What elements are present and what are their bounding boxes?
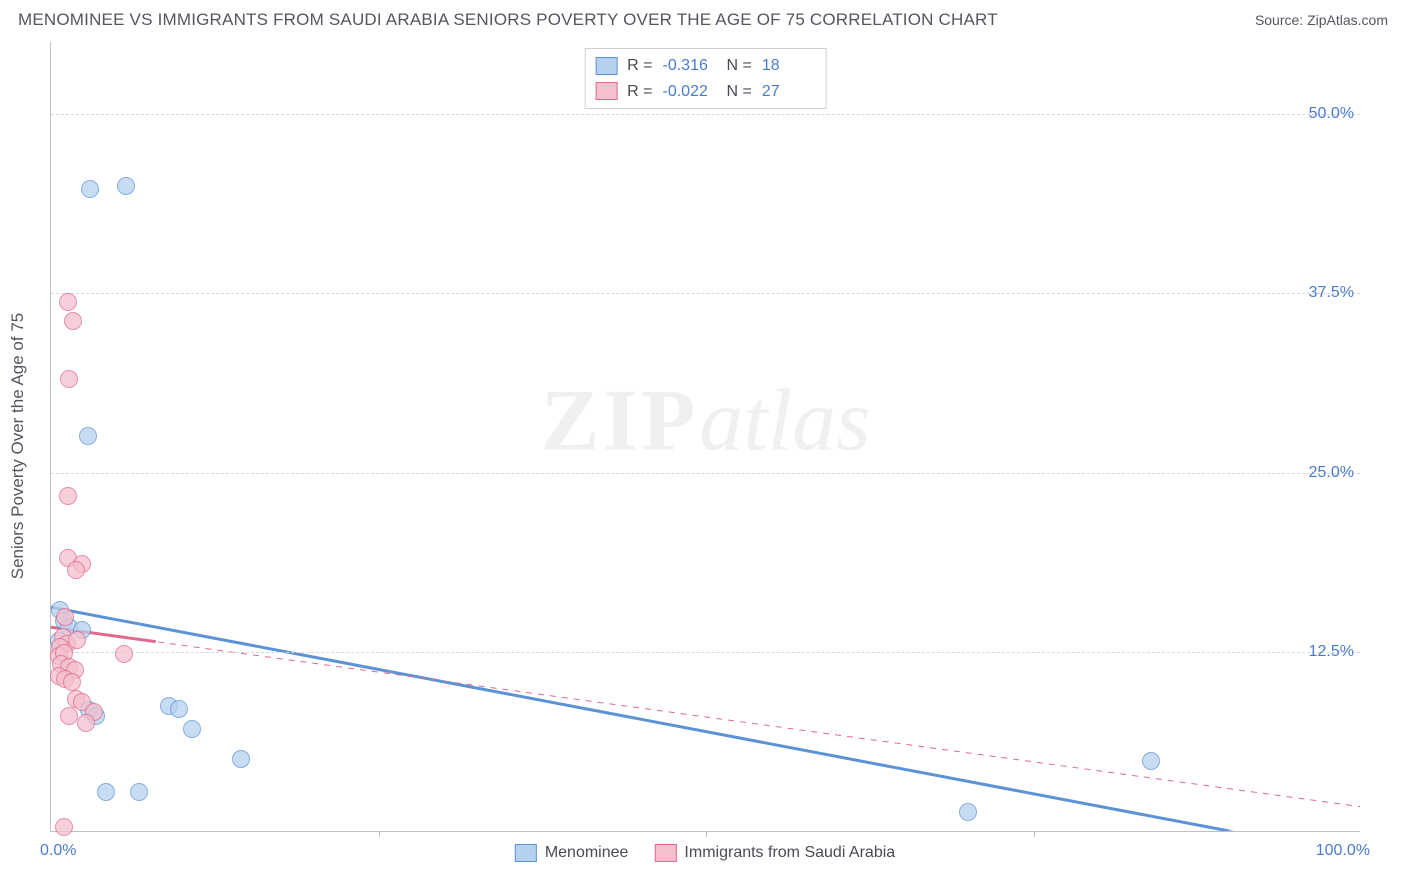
scatter-point [117, 177, 135, 195]
scatter-point [81, 180, 99, 198]
trend-line-dashed [51, 627, 1360, 806]
legend-swatch-bottom-1 [654, 844, 676, 862]
y-axis-tick-label: 37.5% [1284, 284, 1354, 302]
legend-swatch-1 [595, 82, 617, 100]
scatter-point [183, 720, 201, 738]
legend-item-0: Menominee [515, 844, 629, 862]
r-value-0: -0.316 [663, 53, 717, 79]
scatter-point [959, 803, 977, 821]
trend-lines [51, 42, 1360, 831]
scatter-point [97, 783, 115, 801]
chart-title: MENOMINEE VS IMMIGRANTS FROM SAUDI ARABI… [18, 10, 998, 30]
scatter-point [59, 487, 77, 505]
x-axis-minor-tick [1034, 831, 1035, 837]
r-label: R = [627, 53, 652, 79]
scatter-point [60, 707, 78, 725]
legend-swatch-0 [595, 57, 617, 75]
source-attribution: Source: ZipAtlas.com [1255, 12, 1388, 28]
n-value-1: 27 [762, 79, 816, 105]
legend-row-series-1: R = -0.022 N = 27 [595, 79, 816, 105]
gridline [51, 473, 1360, 474]
r-label: R = [627, 79, 652, 105]
gridline [51, 114, 1360, 115]
scatter-point [59, 293, 77, 311]
scatter-point [77, 714, 95, 732]
x-axis-tick-max: 100.0% [1316, 842, 1370, 860]
scatter-point [56, 608, 74, 626]
gridline [51, 293, 1360, 294]
x-axis-minor-tick [379, 831, 380, 837]
y-axis-tick-label: 50.0% [1284, 105, 1354, 123]
y-axis-tick-label: 25.0% [1284, 464, 1354, 482]
trend-line-dashed [51, 607, 1360, 831]
scatter-point [63, 673, 81, 691]
watermark: ZIPatlas [541, 370, 871, 471]
x-axis-tick-min: 0.0% [40, 842, 76, 860]
legend-row-series-0: R = -0.316 N = 18 [595, 53, 816, 79]
series-legend: Menominee Immigrants from Saudi Arabia [515, 844, 895, 862]
legend-label-1: Immigrants from Saudi Arabia [684, 844, 895, 862]
scatter-point [1142, 752, 1160, 770]
legend-swatch-bottom-0 [515, 844, 537, 862]
trend-line-solid [51, 607, 1229, 831]
scatter-point [170, 700, 188, 718]
x-axis-minor-tick [706, 831, 707, 837]
y-axis-tick-label: 12.5% [1284, 643, 1354, 661]
legend-item-1: Immigrants from Saudi Arabia [654, 844, 895, 862]
watermark-bold: ZIP [541, 372, 700, 469]
scatter-point [115, 645, 133, 663]
scatter-point [130, 783, 148, 801]
scatter-point [55, 818, 73, 836]
scatter-point [60, 370, 78, 388]
scatter-point [79, 427, 97, 445]
correlation-legend: R = -0.316 N = 18 R = -0.022 N = 27 [584, 48, 827, 109]
n-label: N = [727, 79, 752, 105]
scatter-point [64, 312, 82, 330]
watermark-italic: atlas [699, 372, 870, 469]
r-value-1: -0.022 [663, 79, 717, 105]
y-axis-label: Seniors Poverty Over the Age of 75 [8, 313, 28, 579]
n-label: N = [727, 53, 752, 79]
chart-area: ZIPatlas R = -0.316 N = 18 R = -0.022 N … [50, 42, 1360, 832]
plot-area: ZIPatlas R = -0.316 N = 18 R = -0.022 N … [50, 42, 1360, 832]
gridline [51, 652, 1360, 653]
scatter-point [67, 561, 85, 579]
scatter-point [232, 750, 250, 768]
n-value-0: 18 [762, 53, 816, 79]
legend-label-0: Menominee [545, 844, 629, 862]
